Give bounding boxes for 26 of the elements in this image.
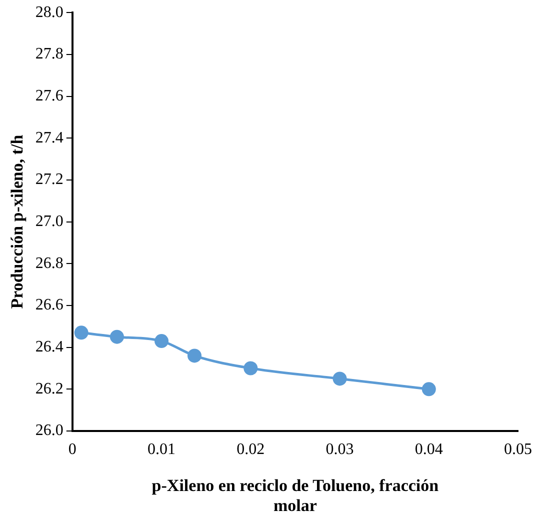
point bbox=[244, 361, 258, 376]
point bbox=[154, 334, 169, 348]
x-axis-title: p-Xileno en reciclo de Tolueno, fracción molar bbox=[152, 476, 440, 516]
y-tick-label: 26.6 bbox=[35, 296, 64, 314]
y-tick-label: 26.2 bbox=[35, 380, 64, 398]
y-axis-title: Producción p-xileno, t/h bbox=[8, 134, 27, 309]
y-tick-label: 27.8 bbox=[35, 46, 64, 63]
point bbox=[332, 372, 347, 386]
y-tick-label: 27.4 bbox=[35, 129, 64, 146]
x-tick-label: 0.04 bbox=[414, 440, 443, 458]
x-tick-label: 0.01 bbox=[148, 440, 176, 458]
x-tick-label: 0.03 bbox=[326, 440, 354, 458]
point bbox=[422, 382, 436, 396]
y-tick-label: 26.0 bbox=[35, 422, 64, 440]
y-tick-label: 27.0 bbox=[35, 213, 64, 230]
y-tick-label: 26.4 bbox=[35, 338, 64, 356]
x-tick-label: 0.02 bbox=[236, 440, 265, 458]
point bbox=[187, 348, 202, 363]
y-tick-label: 28.0 bbox=[35, 4, 64, 21]
y-tick-label: 27.2 bbox=[35, 171, 64, 188]
y-tick-label: 26.8 bbox=[35, 254, 64, 272]
point bbox=[74, 326, 88, 340]
x-tick-label: 0.05 bbox=[504, 440, 532, 458]
point bbox=[110, 330, 124, 344]
y-tick-label: 27.6 bbox=[35, 87, 64, 104]
x-tick-label: 0 bbox=[68, 440, 76, 458]
